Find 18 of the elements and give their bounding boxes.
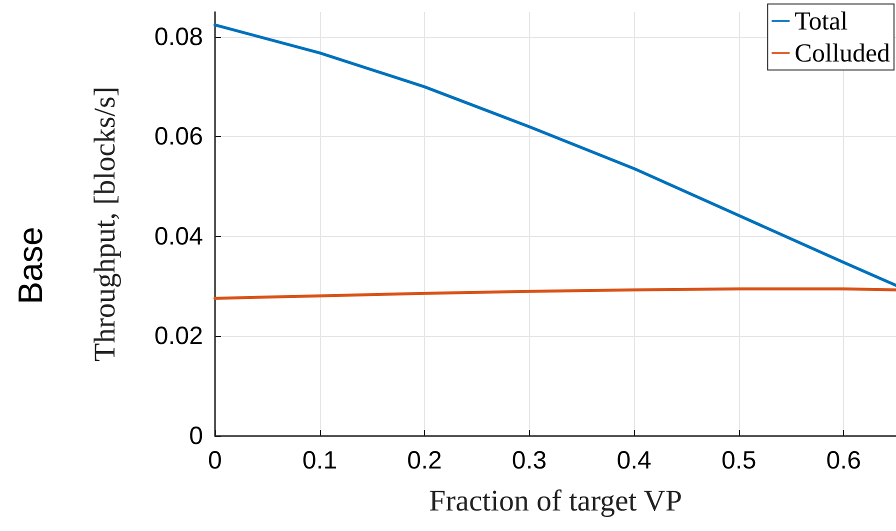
x-tick-label: 0.4 [616,446,652,474]
y-tick-label: 0 [189,422,203,450]
x-tick-label: 0 [208,446,222,474]
x-tick-label: 0.3 [512,446,547,474]
x-tick-label: 0.6 [826,446,861,474]
legend-label: Colluded [794,38,890,68]
y-axis-title: Throughput, [blocks/s] [88,86,122,362]
x-axis-title: Fraction of target VP [428,484,682,518]
y-tick-label: 0.04 [154,222,204,250]
y-tick-label: 0.06 [154,122,203,151]
legend-label: Total [794,6,848,36]
y-tick-label: 0.08 [154,22,203,51]
x-tick-label: 0.2 [407,446,442,474]
line-series [214,287,896,300]
x-tick-label: 0.5 [721,446,756,474]
y-tick-label: 0.02 [154,322,203,350]
text: Base [12,226,50,304]
x-tick-label: 0.1 [302,446,338,474]
